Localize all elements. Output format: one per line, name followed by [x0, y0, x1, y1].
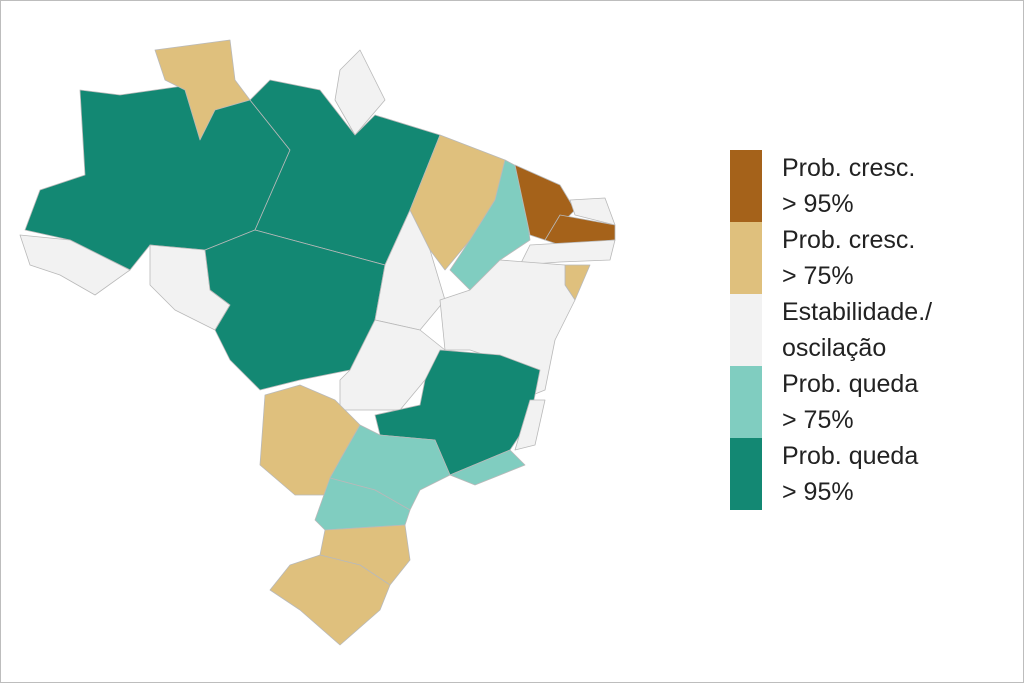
- legend-swatch: [730, 222, 762, 294]
- region: [514, 399, 546, 451]
- legend-label: Prob. cresc.: [782, 226, 915, 254]
- legend-label: > 95%: [782, 190, 854, 218]
- map: [19, 39, 616, 646]
- region: [154, 39, 251, 141]
- legend-label: > 75%: [782, 262, 854, 290]
- legend-label: > 75%: [782, 406, 854, 434]
- legend-label: Prob. queda: [782, 370, 918, 398]
- legend-swatch: [730, 294, 762, 366]
- region: [334, 49, 386, 136]
- legend: Prob. cresc. > 95% Prob. cresc. > 75% Estabi…: [730, 150, 932, 510]
- region: [269, 554, 391, 646]
- legend-swatch: [730, 366, 762, 438]
- legend-swatch: [730, 150, 762, 222]
- legend-swatch: [730, 438, 762, 510]
- region: [449, 449, 526, 486]
- legend-label: Estabilidade./: [782, 298, 932, 326]
- region: [19, 234, 131, 296]
- legend-label: oscilação: [782, 334, 886, 362]
- region: [204, 229, 386, 391]
- legend-label: > 95%: [782, 478, 854, 506]
- region: [329, 424, 451, 511]
- legend-label: Prob. queda: [782, 442, 918, 470]
- legend-label: Prob. cresc.: [782, 154, 915, 182]
